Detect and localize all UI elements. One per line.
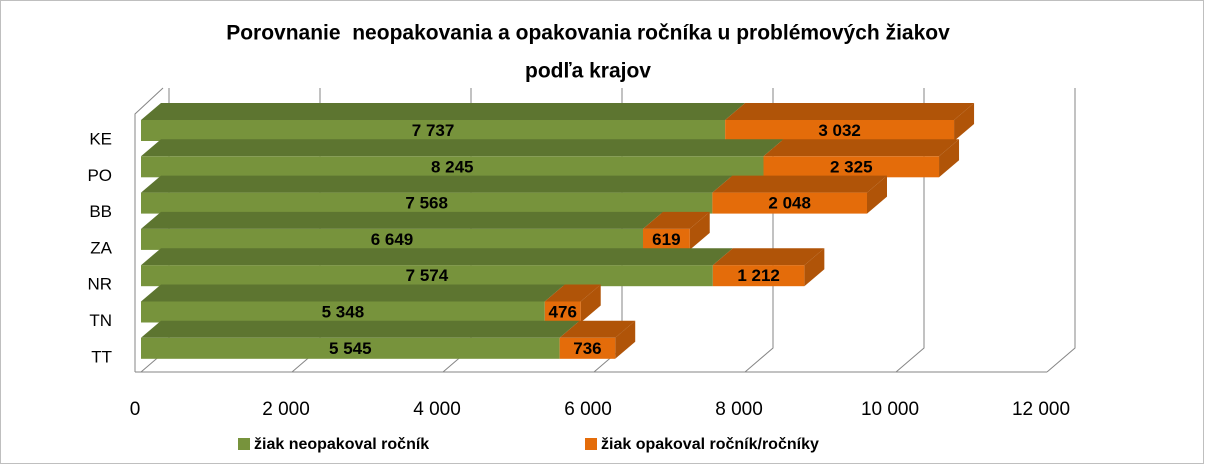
bar-top — [559, 320, 636, 338]
bar — [141, 301, 545, 323]
y-tick-label: NR — [87, 275, 112, 294]
bar — [141, 228, 643, 250]
data-label: 8 245 — [431, 157, 474, 176]
bar-top — [763, 139, 960, 157]
chart-title: podľa krajov — [525, 60, 651, 83]
bar — [559, 337, 616, 359]
x-tick-label: 0 — [130, 399, 141, 420]
bar — [544, 301, 581, 323]
bar-top — [712, 248, 825, 266]
bar-side — [689, 211, 710, 250]
data-label: 2 325 — [830, 157, 873, 176]
bar-top — [141, 248, 733, 266]
data-label: 3 032 — [818, 121, 861, 140]
bar-top — [712, 175, 888, 193]
bar-side — [867, 175, 888, 214]
y-tick-label: TT — [91, 347, 112, 366]
x-tick-label: 2 000 — [262, 399, 310, 420]
data-label: 7 568 — [405, 194, 448, 213]
legend-swatch — [238, 438, 250, 450]
data-label: 1 212 — [737, 266, 780, 285]
bar — [141, 120, 726, 141]
bar — [712, 192, 868, 214]
y-tick-label: BB — [89, 202, 112, 221]
bar-top — [725, 103, 975, 120]
data-label: 736 — [573, 339, 601, 358]
bar — [141, 265, 713, 287]
chart-title: Porovnanie neopakovania a opakovania roč… — [226, 22, 950, 45]
bar-top — [141, 284, 565, 302]
bar — [642, 228, 690, 250]
bar — [141, 337, 560, 359]
data-label: 619 — [652, 230, 680, 249]
bar — [141, 156, 764, 178]
data-label: 6 649 — [371, 230, 414, 249]
x-tick-label: 10 000 — [861, 399, 919, 420]
bar-top — [141, 175, 733, 193]
bar-top — [141, 103, 746, 120]
data-label: 476 — [549, 302, 577, 321]
bar-side — [804, 248, 825, 287]
x-tick-label: 4 000 — [413, 399, 461, 420]
legend-label: žiak opakoval ročník/ročníky — [601, 436, 819, 453]
data-label: 5 348 — [322, 302, 365, 321]
data-label: 2 048 — [768, 194, 811, 213]
bar-side — [580, 284, 601, 323]
grid-line — [1046, 88, 1076, 373]
bar-top — [141, 211, 663, 229]
x-tick-label: 6 000 — [564, 399, 612, 420]
bar-side — [954, 103, 975, 141]
y-tick-label: PO — [87, 166, 112, 185]
bar — [725, 120, 955, 141]
y-tick-label: KE — [89, 129, 112, 148]
data-label: 7 737 — [412, 121, 455, 140]
data-label: 5 545 — [329, 339, 372, 358]
bar-top — [544, 284, 601, 302]
x-tick-label: 8 000 — [715, 399, 763, 420]
bar — [763, 156, 940, 178]
bar-side — [615, 320, 636, 359]
axis-wall — [134, 87, 164, 372]
y-tick-label: ZA — [90, 238, 112, 257]
bar — [141, 192, 713, 214]
data-label: 7 574 — [406, 266, 449, 285]
bar-top — [141, 320, 580, 338]
bar — [712, 265, 805, 287]
legend-swatch — [585, 438, 597, 450]
x-tick-label: 12 000 — [1012, 399, 1070, 420]
y-tick-label: TN — [89, 311, 112, 330]
bar-top — [642, 211, 710, 229]
bar-side — [939, 139, 960, 178]
legend-label: žiak neopakoval ročník — [254, 436, 429, 453]
bar-top — [141, 139, 784, 157]
